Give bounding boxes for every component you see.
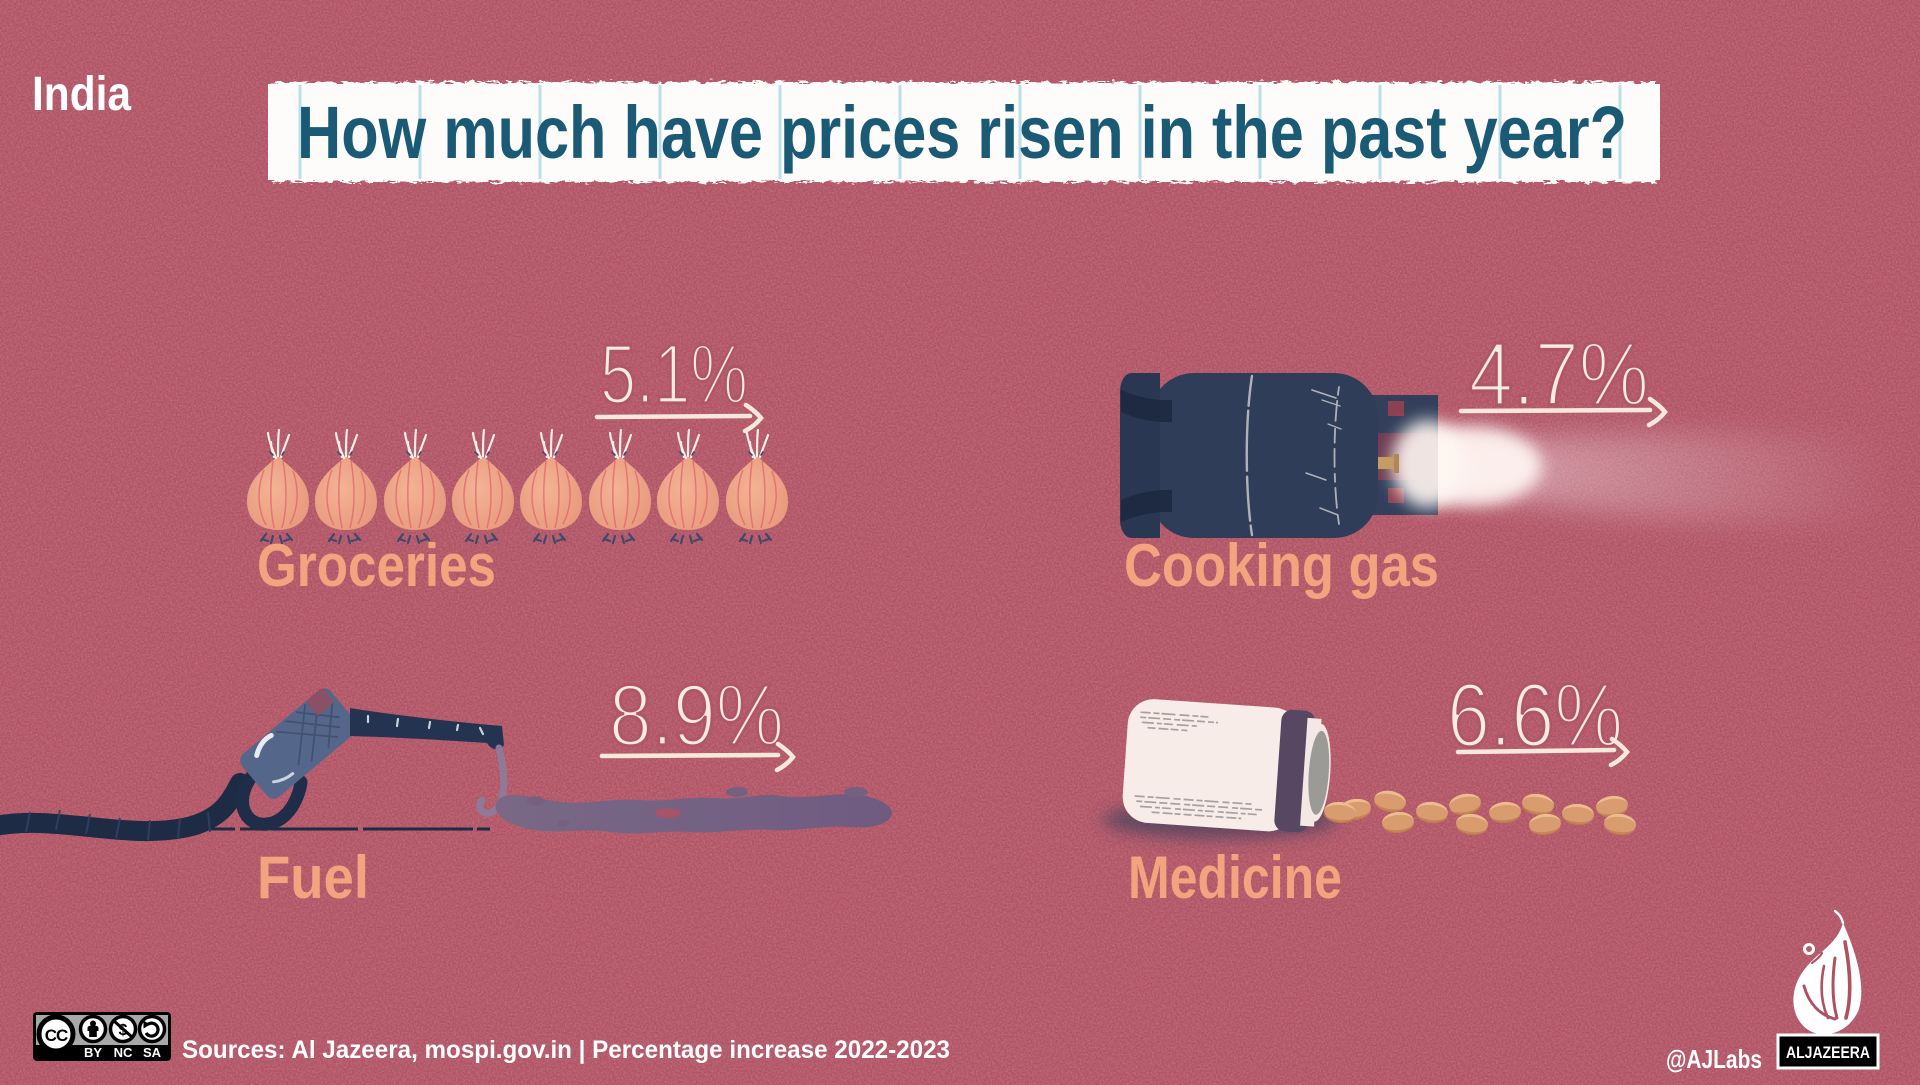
- svg-text:BY: BY: [84, 1045, 102, 1060]
- svg-text:Fuel: Fuel: [257, 844, 369, 911]
- svg-text:NC: NC: [114, 1045, 133, 1060]
- svg-text:Sources: Al Jazeera, mospi.gov: Sources: Al Jazeera, mospi.gov.in | Perc…: [182, 1036, 950, 1064]
- svg-text:Groceries: Groceries: [257, 532, 496, 599]
- svg-text:CC: CC: [45, 1026, 68, 1045]
- svg-text:8.9%: 8.9%: [609, 667, 784, 764]
- svg-text:ALJAZEERA: ALJAZEERA: [1786, 1043, 1870, 1062]
- svg-text:India: India: [32, 68, 131, 121]
- svg-text:Medicine: Medicine: [1128, 844, 1342, 911]
- svg-text:How much have prices risen in: How much have prices risen in the past y…: [297, 91, 1627, 174]
- svg-text:@AJLabs: @AJLabs: [1666, 1044, 1762, 1074]
- svg-text:5.1%: 5.1%: [600, 327, 748, 421]
- svg-text:Cooking gas: Cooking gas: [1124, 532, 1439, 599]
- svg-text:SA: SA: [143, 1045, 162, 1060]
